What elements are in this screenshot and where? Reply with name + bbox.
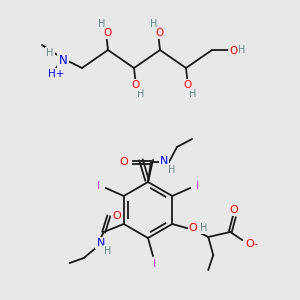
Text: N: N [97,238,105,248]
Text: O: O [155,28,163,38]
Text: O: O [112,211,121,221]
Text: H: H [150,19,158,29]
Text: H: H [46,48,54,58]
Text: O: O [120,157,128,167]
Text: O: O [132,80,140,90]
Text: H: H [137,89,145,99]
Text: I: I [97,181,100,191]
Text: O: O [229,46,237,56]
Text: I: I [196,181,199,191]
Text: O: O [230,205,239,215]
Text: I: I [152,259,156,269]
Text: H: H [168,165,176,175]
Text: H: H [200,223,207,233]
Text: N: N [58,53,68,67]
Text: O-: O- [246,239,259,249]
Text: O: O [189,223,198,233]
Text: O: O [184,80,192,90]
Text: H+: H+ [48,69,64,79]
Text: H: H [98,19,106,29]
Text: H: H [104,246,111,256]
Text: H: H [238,45,246,55]
Text: H: H [189,89,197,99]
Text: O: O [103,28,111,38]
Text: N: N [160,156,168,166]
